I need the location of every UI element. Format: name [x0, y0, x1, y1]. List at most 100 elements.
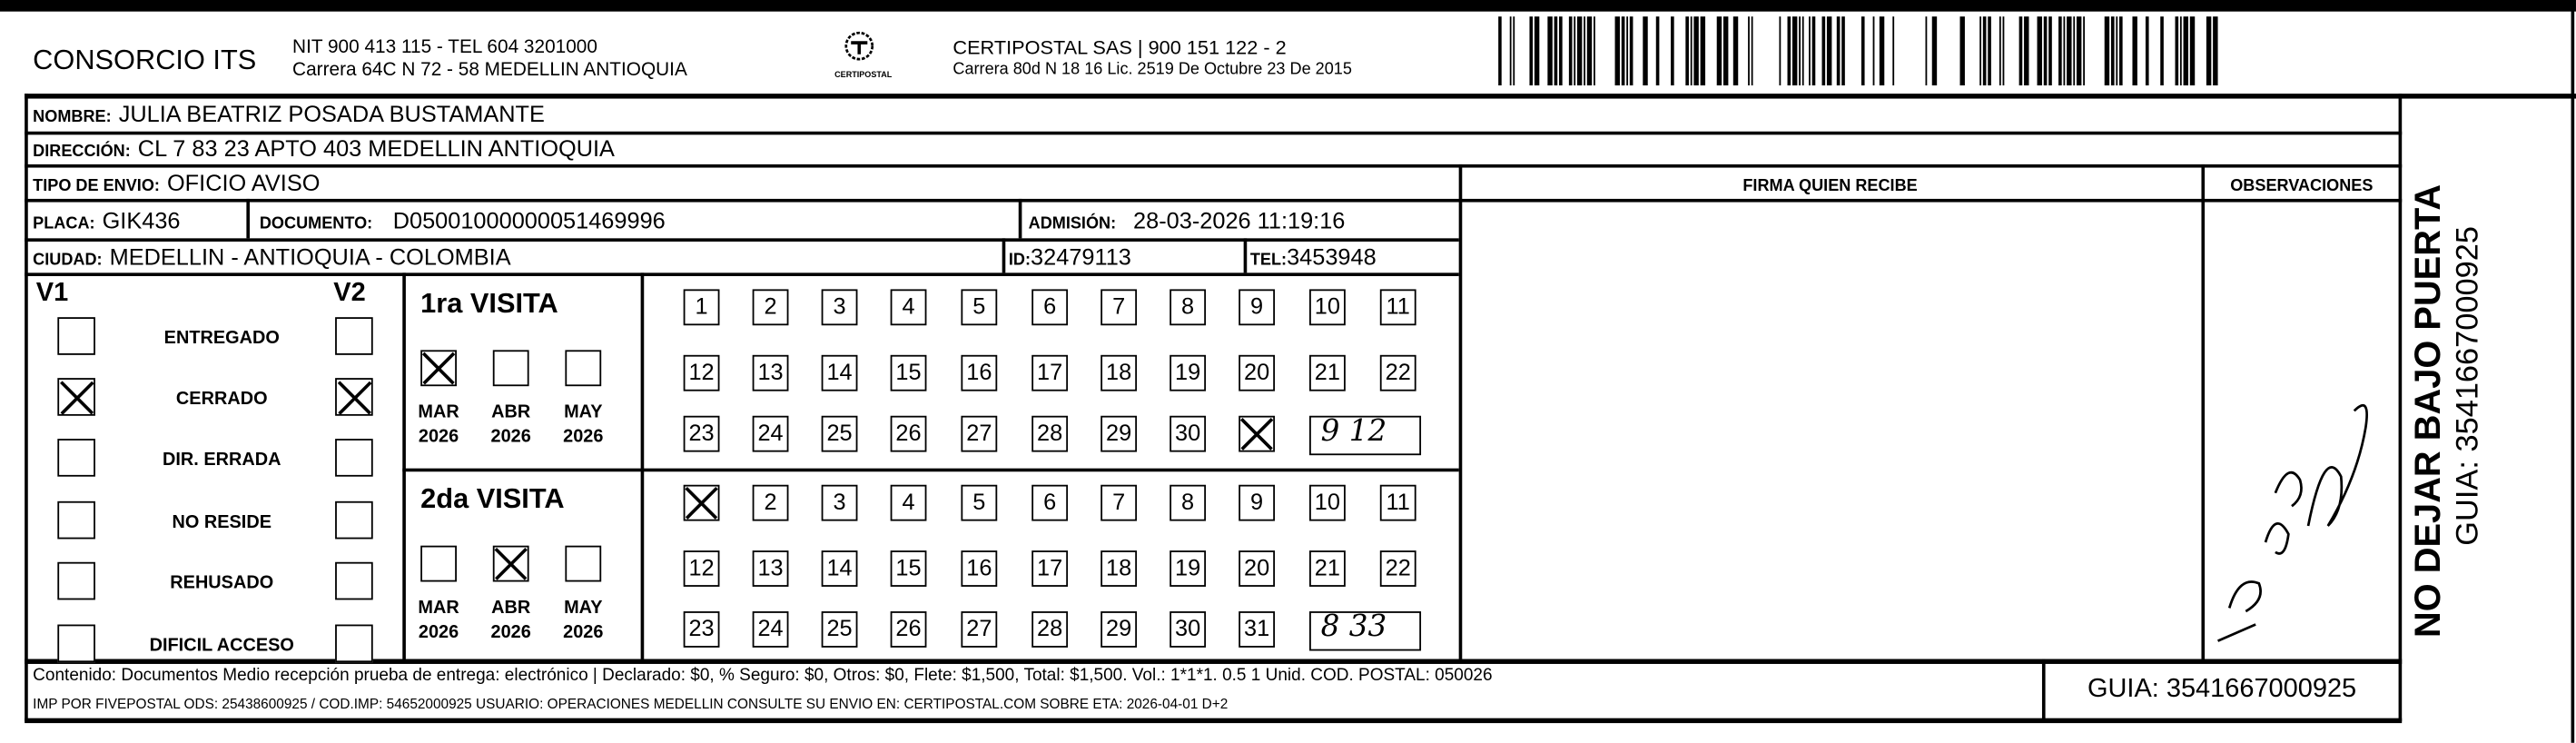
day-box-20[interactable]: 20: [1239, 354, 1276, 391]
day-box-5[interactable]: 5: [961, 289, 998, 326]
v1-checkbox-no-reside[interactable]: [57, 500, 95, 540]
day-box-28[interactable]: 28: [1031, 611, 1069, 648]
day-box-26[interactable]: 26: [890, 415, 927, 452]
day-box-1[interactable]: [683, 484, 720, 521]
day-box-31[interactable]: [1239, 415, 1276, 452]
day-box-7[interactable]: 7: [1100, 289, 1138, 326]
day-box-5[interactable]: 5: [961, 484, 998, 521]
nombre-field: NOMBRE: JULIA BEATRIZ POSADA BUSTAMANTE: [33, 100, 545, 127]
day-box-12[interactable]: 12: [683, 550, 720, 587]
month-label: ABR: [491, 402, 531, 422]
day-box-4[interactable]: 4: [890, 484, 927, 521]
v2-checkbox-cerrado[interactable]: [335, 378, 373, 416]
day-box-30[interactable]: 30: [1170, 611, 1207, 648]
time-box[interactable]: [1309, 415, 1422, 456]
status-label: ENTREGADO: [163, 328, 280, 349]
time-box[interactable]: [1309, 611, 1422, 651]
day-box-24[interactable]: 24: [752, 415, 789, 452]
v2-header: V2: [333, 279, 366, 308]
v1-checkbox-cerrado[interactable]: [57, 378, 95, 416]
day-box-17[interactable]: 17: [1031, 354, 1069, 391]
v1-checkbox-dir-errada[interactable]: [57, 439, 95, 477]
day-box-3[interactable]: 3: [821, 289, 858, 326]
day-box-1[interactable]: 1: [683, 289, 720, 326]
day-box-6[interactable]: 6: [1031, 289, 1069, 326]
documento-field: DOCUMENTO: D05001000000051469996: [259, 206, 666, 233]
company-name: CONSORCIO ITS: [33, 44, 257, 76]
v1-checkbox-dificil-acceso[interactable]: [57, 624, 95, 663]
month-checkbox-abr[interactable]: [492, 350, 529, 387]
v2-checkbox-no-reside[interactable]: [335, 500, 373, 540]
v2-checkbox-dificil-acceso[interactable]: [335, 624, 373, 663]
month-checkbox-mar[interactable]: [420, 350, 457, 387]
day-box-29[interactable]: 29: [1100, 611, 1138, 648]
day-box-8[interactable]: 8: [1170, 289, 1207, 326]
carrier-info: CERTIPOSTAL SAS | 900 151 122 - 2 Carrer…: [952, 36, 1352, 83]
company-address: Carrera 64C N 72 - 58 MEDELLIN ANTIOQUIA: [292, 60, 687, 81]
day-box-2[interactable]: 2: [752, 484, 789, 521]
day-box-24[interactable]: 24: [752, 611, 789, 648]
day-box-16[interactable]: 16: [961, 354, 998, 391]
day-box-11[interactable]: 11: [1379, 289, 1416, 326]
day-box-27[interactable]: 27: [961, 611, 998, 648]
day-box-13[interactable]: 13: [752, 354, 789, 391]
day-box-15[interactable]: 15: [890, 354, 927, 391]
year-label: 2026: [418, 622, 459, 643]
day-box-6[interactable]: 6: [1031, 484, 1069, 521]
v2-checkbox-rehusado[interactable]: [335, 561, 373, 600]
day-box-8[interactable]: 8: [1170, 484, 1207, 521]
day-box-18[interactable]: 18: [1100, 550, 1138, 587]
day-box-15[interactable]: 15: [890, 550, 927, 587]
day-box-21[interactable]: 21: [1309, 354, 1346, 391]
v1-checkbox-entregado[interactable]: [57, 317, 95, 355]
day-box-20[interactable]: 20: [1239, 550, 1276, 587]
day-box-23[interactable]: 23: [683, 611, 720, 648]
day-box-14[interactable]: 14: [821, 550, 858, 587]
barcode-bar: [2213, 16, 2218, 86]
day-box-29[interactable]: 29: [1100, 415, 1138, 452]
v2-checkbox-entregado[interactable]: [335, 317, 373, 355]
day-box-17[interactable]: 17: [1031, 550, 1069, 587]
month-label: MAR: [418, 402, 459, 422]
status-label: DIR. ERRADA: [163, 450, 281, 471]
day-box-26[interactable]: 26: [890, 611, 927, 648]
day-box-16[interactable]: 16: [961, 550, 998, 587]
day-box-22[interactable]: 22: [1379, 550, 1416, 587]
day-box-21[interactable]: 21: [1309, 550, 1346, 587]
barcode-bar: [1690, 16, 1693, 86]
day-box-25[interactable]: 25: [821, 415, 858, 452]
day-box-25[interactable]: 25: [821, 611, 858, 648]
month-checkbox-mar[interactable]: [420, 545, 457, 582]
day-box-27[interactable]: 27: [961, 415, 998, 452]
day-box-2[interactable]: 2: [752, 289, 789, 326]
day-box-11[interactable]: 11: [1379, 484, 1416, 521]
day-box-9[interactable]: 9: [1239, 289, 1276, 326]
day-box-18[interactable]: 18: [1100, 354, 1138, 391]
handwritten-time: 8 33: [1320, 609, 1387, 645]
day-box-19[interactable]: 19: [1170, 354, 1207, 391]
month-checkbox-may[interactable]: [565, 350, 602, 387]
v1-checkbox-rehusado[interactable]: [57, 561, 95, 600]
v2-checkbox-dir-errada[interactable]: [335, 439, 373, 477]
day-box-4[interactable]: 4: [890, 289, 927, 326]
day-box-3[interactable]: 3: [821, 484, 858, 521]
barcode-bar: [2073, 16, 2076, 86]
day-box-12[interactable]: 12: [683, 354, 720, 391]
day-box-9[interactable]: 9: [1239, 484, 1276, 521]
day-box-28[interactable]: 28: [1031, 415, 1069, 452]
day-box-7[interactable]: 7: [1100, 484, 1138, 521]
day-box-13[interactable]: 13: [752, 550, 789, 587]
month-checkbox-may[interactable]: [565, 545, 602, 582]
day-box-31[interactable]: 31: [1239, 611, 1276, 648]
day-box-19[interactable]: 19: [1170, 550, 1207, 587]
day-box-14[interactable]: 14: [821, 354, 858, 391]
barcode-bar: [1982, 16, 1987, 86]
day-box-22[interactable]: 22: [1379, 354, 1416, 391]
day-box-10[interactable]: 10: [1309, 484, 1346, 521]
day-box-10[interactable]: 10: [1309, 289, 1346, 326]
barcode-bar: [1836, 16, 1841, 86]
barcode-bar: [1509, 16, 1512, 86]
month-checkbox-abr[interactable]: [492, 545, 529, 582]
day-box-30[interactable]: 30: [1170, 415, 1207, 452]
day-box-23[interactable]: 23: [683, 415, 720, 452]
